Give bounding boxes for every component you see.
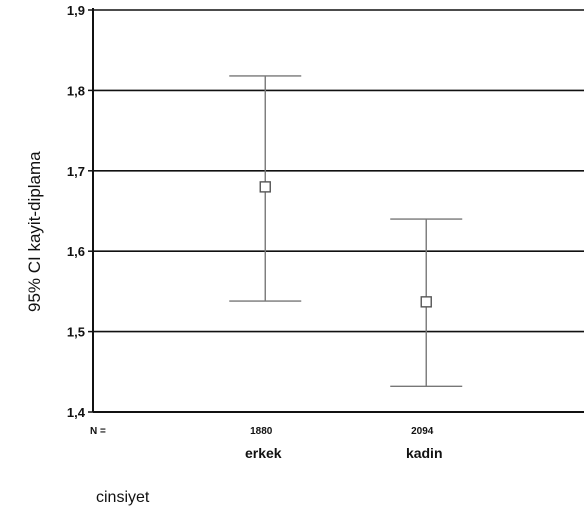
n-value-label: 2094 [411,426,434,437]
y-tick-label: 1,8 [67,83,85,98]
y-tick-label: 1,9 [67,3,85,18]
n-label: N = [90,426,106,437]
error-bar-kadin [390,218,463,387]
n-value-label: 1880 [250,426,273,437]
category-label: erkek [245,445,282,461]
category-label: kadin [406,445,443,461]
mean-marker [259,181,271,193]
x-axis-label: cinsiyet [96,489,150,506]
y-tick-label: 1,6 [67,244,85,259]
x-category-labels: 1880 erkek 2094 kadin [245,426,443,461]
gridlines [88,9,584,413]
mean-marker [420,296,432,308]
y-axis-label: 95% CI kayit-diplama [25,151,44,312]
error-bars [229,75,463,387]
y-tick-labels: 1,4 1,5 1,6 1,7 1,8 1,9 [67,3,86,420]
axes [92,8,584,413]
y-tick-label: 1,7 [67,164,85,179]
y-tick-label: 1,5 [67,325,85,340]
error-bar-erkek [229,75,302,302]
y-tick-label: 1,4 [67,405,86,420]
